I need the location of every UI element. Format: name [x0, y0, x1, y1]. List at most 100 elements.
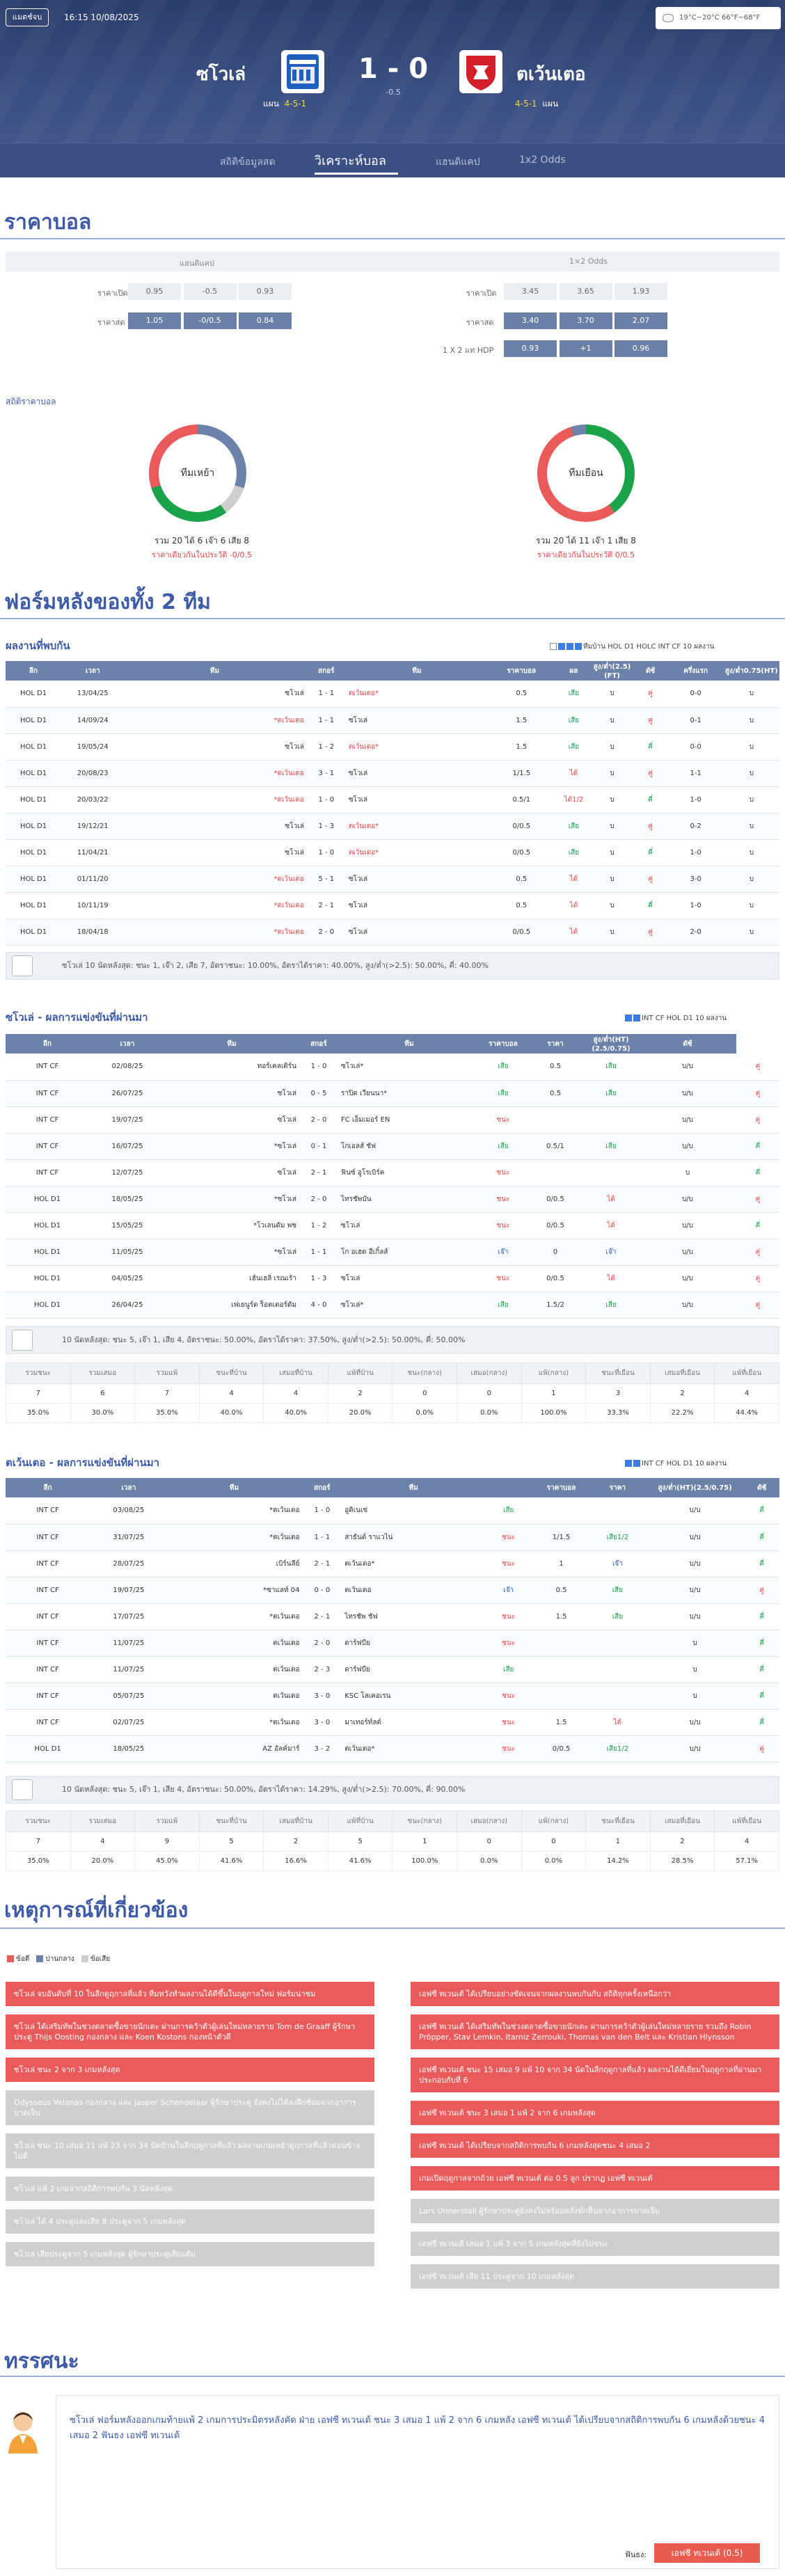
table-cell: INT CF: [6, 1683, 90, 1710]
away-recent-summary: 10 นัดหลังสุด: ชนะ 5, เจ๊า 1, เสีย 4, อั…: [6, 1776, 779, 1804]
table-cell: [589, 1656, 646, 1683]
home-team-name[interactable]: ซโวเล่: [196, 64, 246, 85]
table-row[interactable]: INT CF 11/07/25 ตเว้นเตอ 2 - 3 ดาร์ฟบีย เสีย บ…: [6, 1656, 779, 1683]
table-row[interactable]: HOL D1 10/11/19 *ตเว้นเตอ 2 - 1 ซโวเล่ 0.5 ได้…: [6, 892, 779, 919]
h2h-filters[interactable]: ทีมบ้าน HOL D1 HOLC INT CF 10 ผลงาน: [550, 642, 715, 652]
table-cell: 0 - 1: [298, 1133, 340, 1160]
column-header: ทีม: [347, 661, 487, 681]
tab-live-stats[interactable]: สถิติข้อมูลสด: [220, 157, 276, 168]
table-row[interactable]: INT CF 26/07/25 ซโวเล่ 0 - 5 ราปิด เวียนนา* เ…: [6, 1080, 779, 1107]
table-row[interactable]: INT CF 02/07/25 *ตเว้นเตอ 3 - 0 มาเทอร์ท์ลด์…: [6, 1709, 779, 1736]
table-row[interactable]: INT CF 03/08/25 *ตเว้นเตอ 1 - 0 อูดิเนเซ่ เสี…: [6, 1497, 779, 1525]
stat-cell: รวมชนะ: [6, 1811, 71, 1832]
table-row[interactable]: INT CF 19/07/25 ซโวเล่ 2 - 0 FC เอ็มเมอร์ EN…: [6, 1106, 779, 1134]
column-header: ดัซ้: [639, 1034, 736, 1054]
table-cell: 05/07/25: [90, 1683, 168, 1710]
table-cell: ได้: [556, 760, 592, 787]
table-row[interactable]: INT CF 05/07/25 ตเว้นเตอ 3 - 0 KSC โลเคอเรนช…: [6, 1683, 779, 1710]
table-cell: ตเว้นเตอ*: [347, 733, 487, 761]
events-title: เหตุการณ์ที่เกี่ยวข้อง: [4, 1898, 189, 1923]
table-row[interactable]: HOL D1 13/04/25 ซโวเล่ 1 - 1 ตเว้นเตอ* 0.5 เสี…: [6, 681, 779, 708]
event-item: ซโวเล่ ได้ 4 ประตูและเสีย 8 ประตูจาก 5 เ…: [6, 2209, 374, 2234]
tab-1x2-odds[interactable]: 1x2 Odds: [519, 154, 566, 166]
table-cell: 0 - 5: [298, 1080, 340, 1107]
table-cell: HOL D1: [6, 760, 62, 787]
table-cell: INT CF: [6, 1709, 90, 1736]
table-row[interactable]: HOL D1 19/12/21 ซโวเล่ 1 - 3 ตเว้นเตอ* 0/0.5 เ…: [6, 813, 779, 840]
away-recent-filters[interactable]: INT CF HOL D1 10 ผลงาน: [625, 1458, 727, 1469]
home-crest[interactable]: [281, 50, 324, 93]
table-row[interactable]: HOL D1 11/04/21 ซโวเล่ 1 - 0 ตเว้นเตอ* 0/0.5 เ…: [6, 839, 779, 866]
odds-header-bar: แฮนดิแคป 1×2 Odds: [6, 252, 779, 271]
home-recent-summary: 10 นัดหลังสุด: ชนะ 5, เจ๊า 1, เสีย 4, อั…: [6, 1326, 779, 1354]
table-row[interactable]: INT CF 12/07/25 ซโวเล่ 2 - 1 ฟินซ์ อูโรเบิร์…: [6, 1159, 779, 1186]
table-row[interactable]: INT CF 28/07/25 เบิร์นลีย์ 2 - 1 ตเว้นเตอ* ชน…: [6, 1550, 779, 1577]
table-cell: AZ อัลค์มาร์: [167, 1735, 301, 1763]
table-cell: 20/03/22: [61, 786, 125, 813]
odds-title: ราคาบอล: [4, 210, 92, 234]
table-row[interactable]: HOL D1 01/11/20 *ตเว้นเตอ 5 - 1 ซโวเล่ 0.5 ได้…: [6, 866, 779, 893]
table-row[interactable]: INT CF 17/07/25 *ตเว้นเตอ 2 - 1 ไทรชัพ ชัฟ ชน…: [6, 1603, 779, 1630]
table-row[interactable]: INT CF 16/07/25 *ซโวเล่ 0 - 1 โกเอลส์ ชัฟ เสี…: [6, 1133, 779, 1160]
table-row[interactable]: HOL D1 20/08/23 *ตเว้นเตอ 3 - 1 ซโวเล่ 1/1.5 ไ…: [6, 760, 779, 787]
table-cell: *ตเว้นเตอ: [124, 760, 306, 787]
verdict-title: ทรรศนะ: [4, 2349, 79, 2374]
home-recent-filters[interactable]: INT CF HOL D1 10 ผลงาน: [625, 1013, 727, 1024]
table-cell: เสีย: [556, 707, 592, 734]
stat-cell: แพ้(กลาง): [521, 1362, 587, 1384]
away-team-name[interactable]: ตเว้นเตอ: [516, 64, 586, 85]
column-header: ราคาบอล: [479, 1034, 528, 1054]
tab-handicap[interactable]: แฮนดิแคป: [436, 157, 480, 168]
table-cell: HOL D1: [6, 919, 62, 946]
table-cell: 1 - 3: [298, 1265, 340, 1292]
table-row[interactable]: HOL D1 04/05/25 เฮ้นเฮลิ่ เรณเร้า 1 - 3 ซโวเ…: [6, 1265, 779, 1292]
table-cell: 1-0: [667, 786, 724, 813]
table-row[interactable]: HOL D1 18/05/25 *ซโวเล่ 2 - 0 ไทรชัพบัน ชนะ 0/…: [6, 1186, 779, 1213]
stat-cell: 41.6%: [198, 1851, 264, 1871]
table-row[interactable]: HOL D1 15/05/25 *โวเลนดัม พซ 1 - 2 ซโวเล่ ชนะ…: [6, 1212, 779, 1239]
table-cell: 11/07/25: [90, 1656, 168, 1683]
table-row[interactable]: HOL D1 26/04/25 เฟเยนูร์ด ร็อตเตอร์ดัม 4 - …: [6, 1291, 779, 1319]
column-header: ราคา: [528, 1034, 583, 1054]
table-cell: 2 - 0: [298, 1186, 340, 1213]
stat-cell: แพ้(กลาง): [521, 1811, 587, 1832]
home-donut-summary: รวม 20 ได้ 6 เจ๊า 6 เสีย 8: [154, 536, 250, 546]
stat-cell: 4: [198, 1383, 264, 1404]
away-stat-table: รวมชนะ รวมเสมอ รวมแพ้ ชนะที่บ้าน เสมอที่บ้าน…: [6, 1811, 779, 1871]
table-cell: ไทรชัพบัน: [340, 1186, 479, 1213]
table-row[interactable]: INT CF 11/07/25 ตเว้นเตอ 2 - 0 ดาร์ฟบีย ชนะ บค…: [6, 1630, 779, 1657]
stat-cell: 4: [70, 1831, 136, 1852]
table-cell: 2 - 0: [301, 1630, 344, 1657]
away-crest[interactable]: [459, 50, 502, 93]
table-cell: คี่: [744, 1656, 779, 1683]
table-cell: INT CF: [6, 1550, 90, 1577]
table-cell: HOL D1: [6, 1291, 89, 1319]
table-row[interactable]: HOL D1 11/05/25 *ซโวเล่ 1 - 1 โก อเฮด อีเกิ้…: [6, 1239, 779, 1266]
table-cell: *ตเว้นเตอ: [167, 1603, 301, 1630]
table-row[interactable]: HOL D1 14/09/24 *ตเว้นเตอ 1 - 1 ซโวเล่ 1.5 เสี…: [6, 707, 779, 734]
table-row[interactable]: INT CF 19/07/25 *ซาแลท์ 04 0 - 0 ตเว้นเตอ เจ๊…: [6, 1577, 779, 1604]
tab-analysis[interactable]: วิเคราะห์บอล: [315, 154, 386, 168]
table-cell: 1.5: [533, 1603, 589, 1630]
pick-button[interactable]: เอฟซี ทเวนเต้ (0.5): [654, 2543, 760, 2563]
stat-cell: แพ้ที่เยือน: [714, 1811, 779, 1832]
table-row[interactable]: HOL D1 18/05/25 AZ อัลค์มาร์ 3 - 2 ตเว้นเตอ*…: [6, 1735, 779, 1763]
event-item: ซโวเล่ แพ้ 2 เกมจากสถิติการพบกัน 3 นัดหล…: [6, 2177, 374, 2201]
table-row[interactable]: INT CF 02/08/25 ทอร์เคลเดิร์น 1 - 0 ซโวเล่* เ…: [6, 1054, 779, 1081]
table-row[interactable]: INT CF 31/07/25 *ตเว้นเตอ 1 - 1 สาธันด์ ราแว…: [6, 1524, 779, 1551]
table-row[interactable]: HOL D1 20/03/22 *ตเว้นเตอ 1 - 0 ซโวเล่ 0.5/1 ไ…: [6, 786, 779, 813]
table-cell: 1 - 1: [298, 1239, 340, 1266]
table-cell: *ซาแลท์ 04: [167, 1577, 301, 1604]
table-cell: 04/05/25: [89, 1265, 166, 1292]
table-row[interactable]: HOL D1 18/04/18 *ตเว้นเตอ 2 - 0 ซโวเล่ 0/0.5 ไ…: [6, 919, 779, 946]
table-cell: ชนะ: [484, 1683, 534, 1710]
stat-cell: 35.0%: [6, 1851, 71, 1871]
table-cell: [533, 1630, 589, 1657]
table-row[interactable]: HOL D1 19/05/24 ซโวเล่ 1 - 2 ตเว้นเตอ* 1.5 เสี…: [6, 733, 779, 761]
table-cell: 0/0.5: [528, 1265, 583, 1292]
table-cell: ตเว้นเตอ*: [347, 813, 487, 840]
table-cell: บ: [723, 707, 779, 734]
table-cell: HOL D1: [6, 839, 62, 866]
column-header: สกอร์: [305, 661, 347, 681]
column-header: ผล: [556, 661, 592, 681]
